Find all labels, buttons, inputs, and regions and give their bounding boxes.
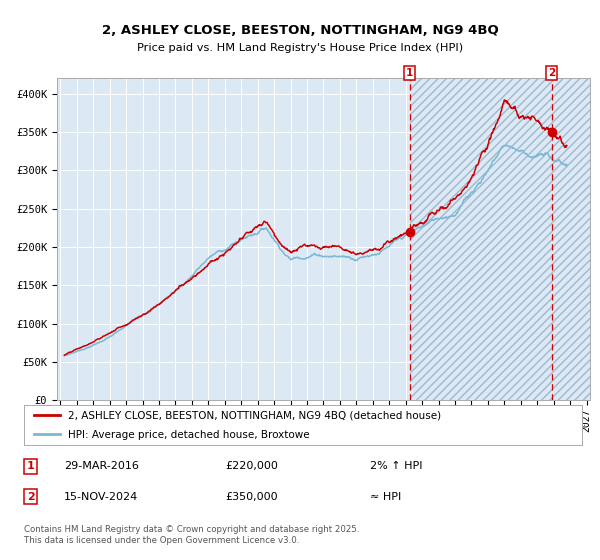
Text: 2, ASHLEY CLOSE, BEESTON, NOTTINGHAM, NG9 4BQ (detached house): 2, ASHLEY CLOSE, BEESTON, NOTTINGHAM, NG… bbox=[68, 411, 440, 421]
Text: £220,000: £220,000 bbox=[225, 461, 278, 472]
Text: 1: 1 bbox=[27, 461, 35, 472]
Text: 1: 1 bbox=[406, 68, 413, 78]
Text: 2, ASHLEY CLOSE, BEESTON, NOTTINGHAM, NG9 4BQ: 2, ASHLEY CLOSE, BEESTON, NOTTINGHAM, NG… bbox=[101, 24, 499, 38]
Text: 2% ↑ HPI: 2% ↑ HPI bbox=[370, 461, 422, 472]
Text: ≈ HPI: ≈ HPI bbox=[370, 492, 401, 502]
Text: HPI: Average price, detached house, Broxtowe: HPI: Average price, detached house, Brox… bbox=[68, 430, 309, 440]
Text: 29-MAR-2016: 29-MAR-2016 bbox=[64, 461, 139, 472]
Text: £350,000: £350,000 bbox=[225, 492, 278, 502]
Text: 2: 2 bbox=[27, 492, 35, 502]
Text: Contains HM Land Registry data © Crown copyright and database right 2025.
This d: Contains HM Land Registry data © Crown c… bbox=[24, 525, 359, 545]
Text: 2: 2 bbox=[548, 68, 555, 78]
Text: 15-NOV-2024: 15-NOV-2024 bbox=[64, 492, 139, 502]
Text: Price paid vs. HM Land Registry's House Price Index (HPI): Price paid vs. HM Land Registry's House … bbox=[137, 43, 463, 53]
